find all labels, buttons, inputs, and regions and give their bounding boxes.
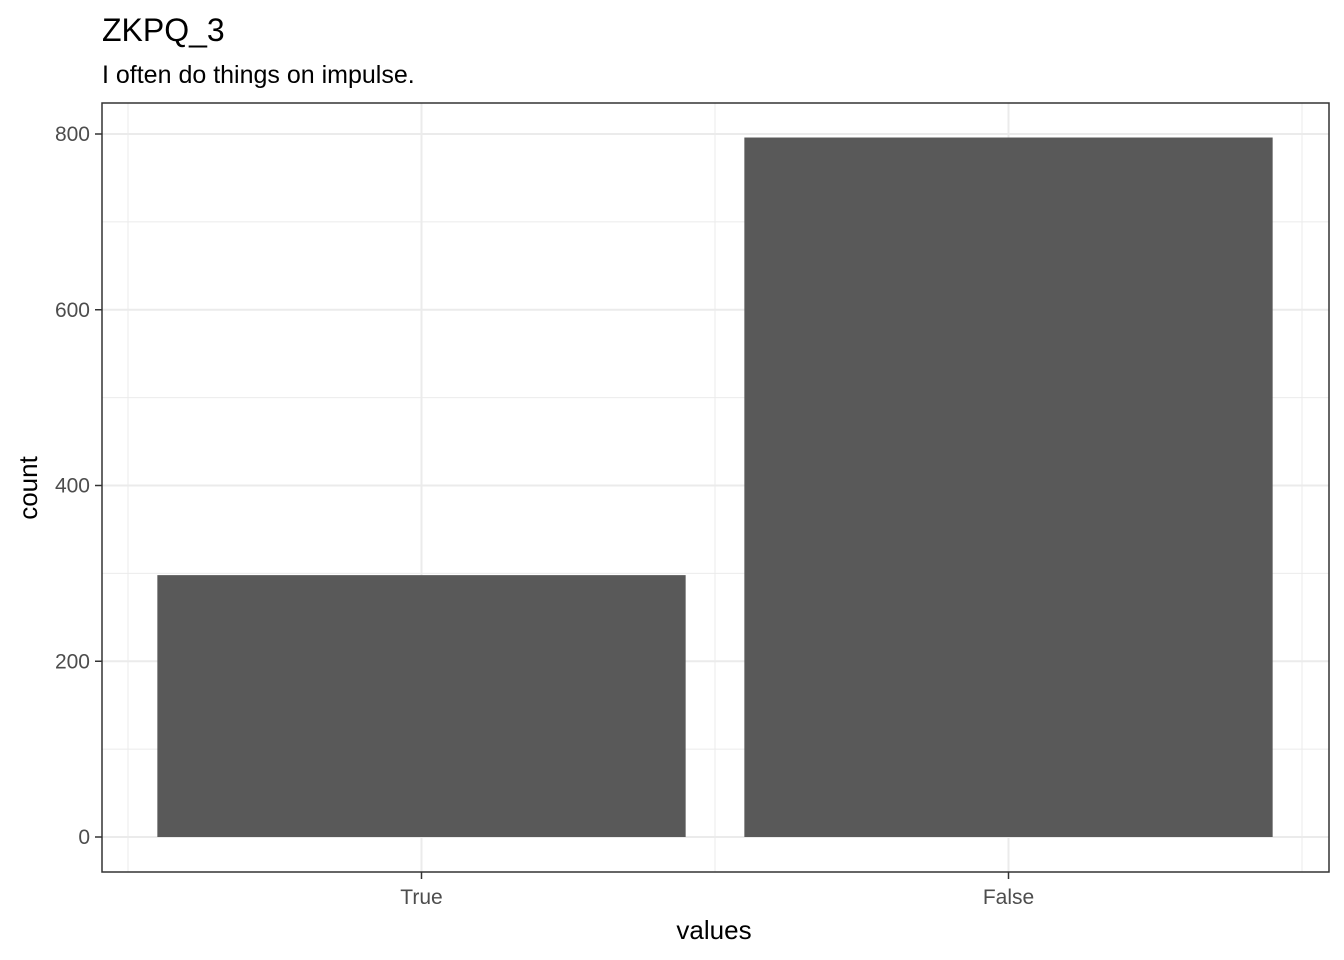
x-axis-title: values [676, 915, 751, 945]
x-axis: True False [400, 872, 1034, 909]
panel-border [101, 102, 1330, 873]
bar-false [744, 137, 1273, 837]
y-tick-label: 400 [55, 475, 90, 498]
chart-subtitle: I often do things on impulse. [102, 61, 415, 89]
y-axis-title: count [13, 455, 43, 519]
y-tick-label: 800 [55, 123, 90, 146]
chart-title: ZKPQ_3 [102, 12, 225, 48]
y-tick-label: 200 [55, 650, 90, 673]
y-tick-label: 600 [55, 299, 90, 322]
bars [157, 137, 1273, 837]
y-axis: 0 200 400 600 800 [55, 123, 102, 849]
x-tick-label: True [400, 886, 442, 909]
y-tick-label: 0 [78, 826, 90, 849]
x-tick-label: False [983, 886, 1034, 909]
bar-true [157, 575, 686, 837]
